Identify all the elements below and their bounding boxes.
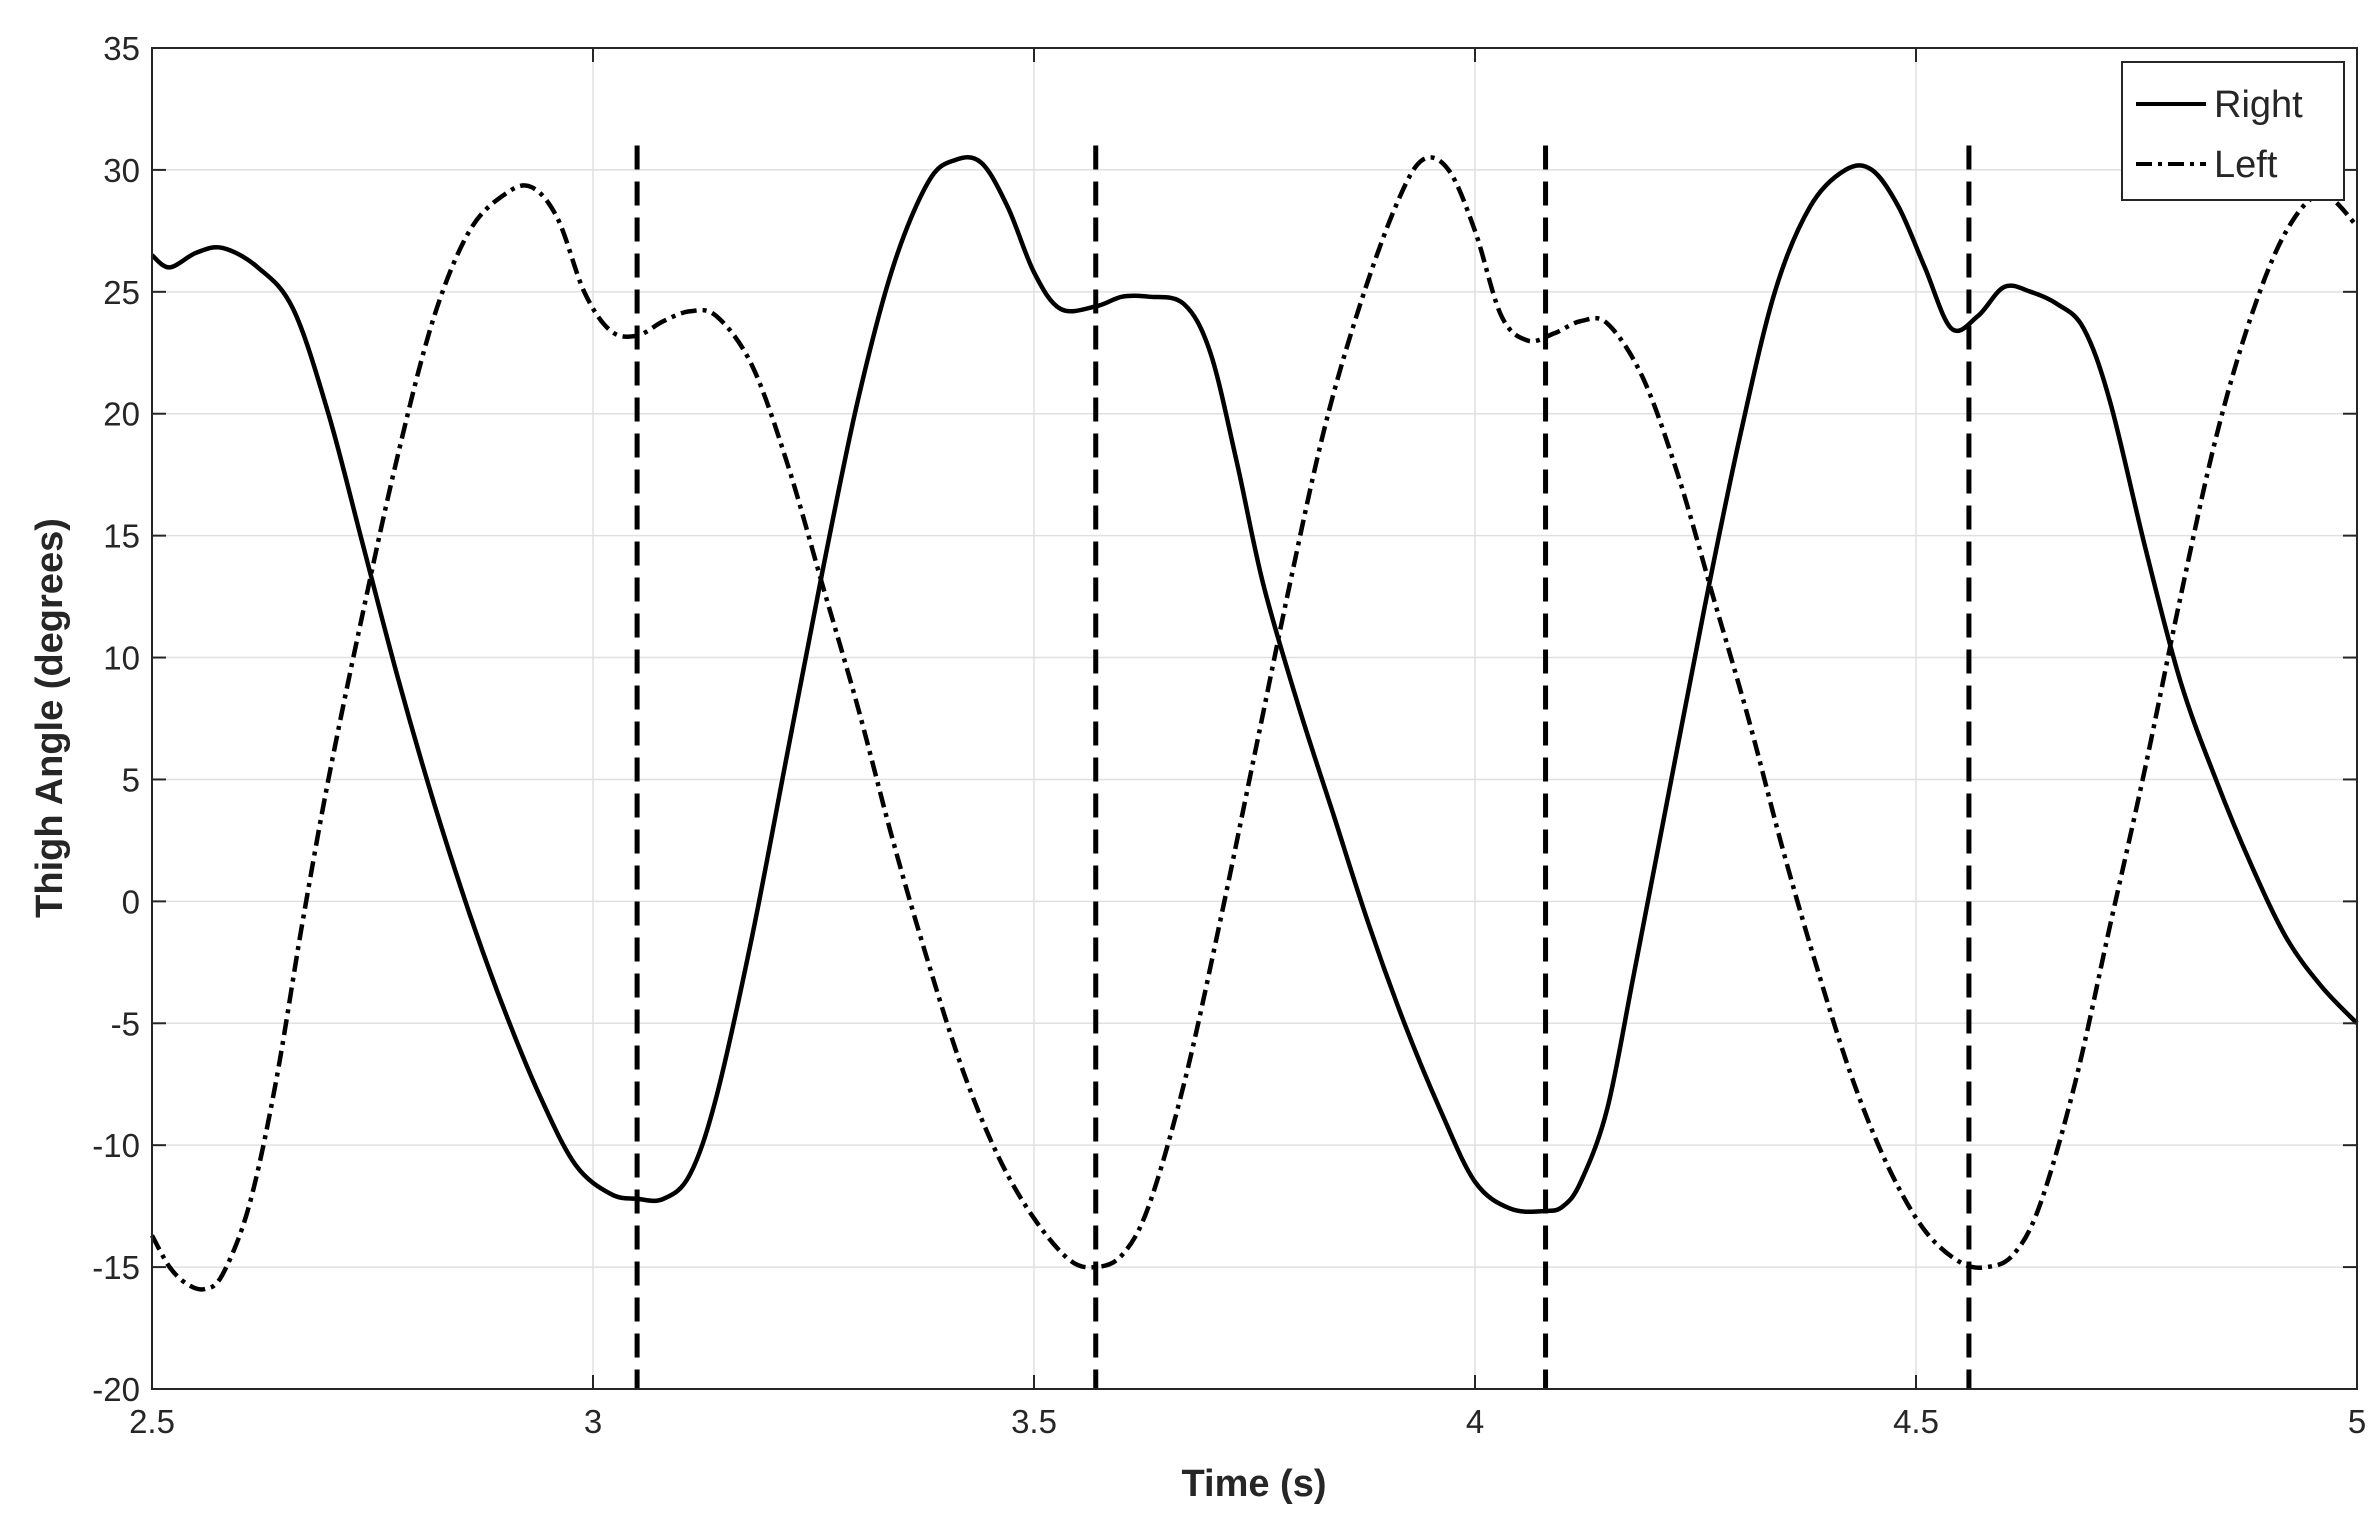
x-tick-label: 4 bbox=[1466, 1403, 1484, 1440]
plot-frame bbox=[151, 47, 2358, 1390]
y-tick-label: 5 bbox=[122, 761, 140, 798]
legend-label-left: Left bbox=[2214, 144, 2278, 186]
x-tick-label: 4.5 bbox=[1893, 1403, 1939, 1440]
x-axis-ticks: 2.5 3 3.5 4 4.5 5 bbox=[129, 48, 2366, 1440]
x-tick-label: 5 bbox=[2348, 1403, 2366, 1440]
y-tick-label: -5 bbox=[111, 1005, 140, 1042]
y-axis-label: Thigh Angle (degrees) bbox=[29, 518, 71, 918]
gait-event-lines bbox=[634, 145, 1972, 1389]
series-line-right bbox=[150, 155, 2359, 1215]
y-tick-label: -15 bbox=[92, 1249, 140, 1286]
legend: Right Left bbox=[2121, 61, 2345, 201]
y-tick-label: 10 bbox=[103, 640, 140, 677]
x-tick-label: 2.5 bbox=[129, 1403, 175, 1440]
x-tick-label: 3.5 bbox=[1011, 1403, 1057, 1440]
plot-area bbox=[152, 48, 2357, 1389]
legend-label-right: Right bbox=[2214, 84, 2303, 126]
y-tick-label: -10 bbox=[92, 1127, 140, 1164]
y-tick-label: 30 bbox=[103, 152, 140, 189]
series-layer bbox=[150, 155, 2359, 1292]
y-tick-label: 15 bbox=[103, 518, 140, 555]
y-tick-label: 0 bbox=[122, 883, 140, 920]
x-axis-label: Time (s) bbox=[1181, 1463, 1326, 1505]
y-axis-ticks: -20 -15 -10 -5 0 5 10 15 20 25 30 35 bbox=[92, 30, 2357, 1408]
y-tick-label: -20 bbox=[92, 1371, 140, 1408]
y-tick-label: 25 bbox=[103, 274, 140, 311]
y-tick-label: 35 bbox=[103, 30, 140, 67]
legend-box bbox=[2121, 61, 2345, 201]
y-tick-label: 20 bbox=[103, 396, 140, 433]
series-line-left bbox=[150, 155, 2359, 1292]
x-tick-label: 3 bbox=[584, 1403, 602, 1440]
